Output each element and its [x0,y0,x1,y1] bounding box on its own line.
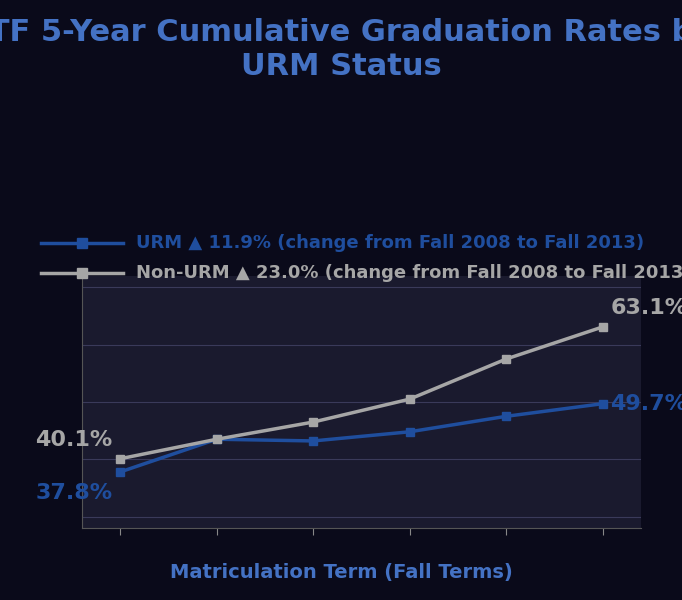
Text: URM ▲ 11.9% (change from Fall 2008 to Fall 2013): URM ▲ 11.9% (change from Fall 2008 to Fa… [136,234,644,252]
Text: Non-URM ▲ 23.0% (change from Fall 2008 to Fall 2013): Non-URM ▲ 23.0% (change from Fall 2008 t… [136,264,682,282]
Text: 37.8%: 37.8% [35,484,113,503]
Text: 63.1%: 63.1% [610,298,682,319]
Text: FTF 5-Year Cumulative Graduation Rates by
URM Status: FTF 5-Year Cumulative Graduation Rates b… [0,18,682,80]
Text: Matriculation Term (Fall Terms): Matriculation Term (Fall Terms) [170,563,512,582]
Text: 49.7%: 49.7% [610,394,682,414]
Text: 40.1%: 40.1% [35,430,113,450]
